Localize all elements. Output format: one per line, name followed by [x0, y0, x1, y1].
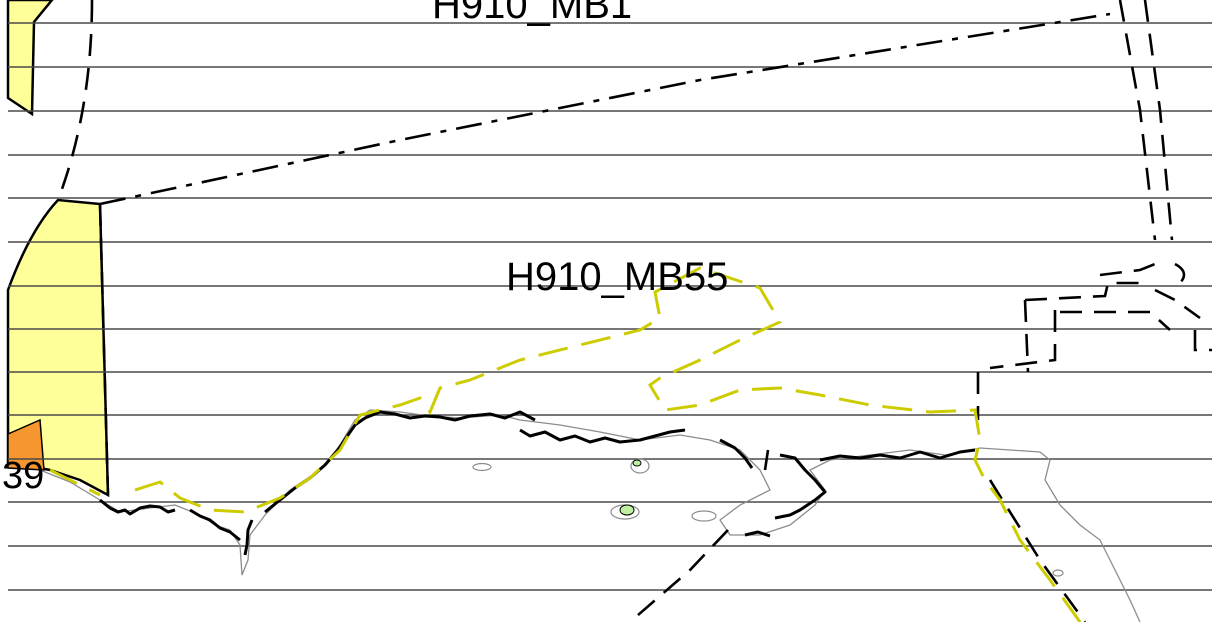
label-main-area: H910_MB55	[506, 255, 728, 299]
island-e	[1052, 569, 1064, 577]
island-d	[691, 510, 717, 522]
boundary-black-dashed-2	[56, 0, 1212, 622]
island-green-small[interactable]	[632, 459, 642, 467]
zone-pale-yellow-top[interactable]	[6, 0, 54, 117]
coastline-black	[99, 410, 976, 556]
label-left-partial: 39	[2, 455, 44, 497]
boundary-yellow-dashed	[49, 266, 1082, 622]
hatch-lines	[8, 22, 1212, 591]
label-top-partial: H910_MB1	[432, 0, 632, 27]
coastline-grey	[39, 409, 1141, 622]
island-green-large[interactable]	[619, 504, 635, 516]
zone-pale-yellow-mid[interactable]	[6, 198, 110, 498]
boundary-black-dashed	[99, 12, 1111, 206]
zone-orange[interactable]	[7, 418, 45, 471]
island-b	[630, 458, 650, 474]
island-a	[472, 462, 492, 472]
